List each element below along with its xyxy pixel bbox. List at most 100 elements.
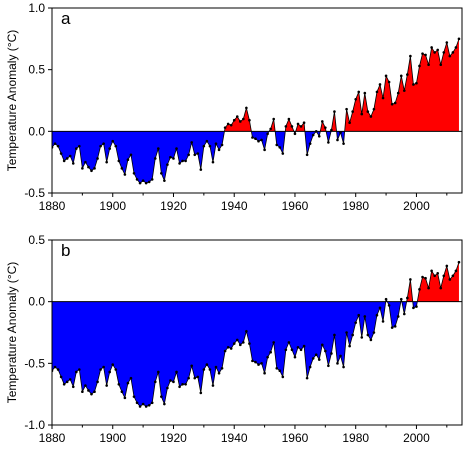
data-point: [138, 181, 142, 185]
data-point: [150, 178, 154, 181]
data-point: [108, 370, 111, 374]
data-point: [351, 333, 354, 337]
x-tick-label: 1880: [39, 199, 66, 213]
data-point: [427, 286, 430, 290]
data-point: [187, 376, 190, 380]
data-point: [111, 139, 115, 143]
x-tick-label: 2000: [403, 431, 430, 445]
data-point: [430, 46, 433, 49]
data-point: [172, 380, 175, 384]
data-point: [293, 355, 297, 359]
data-point: [229, 123, 233, 127]
data-point: [81, 390, 84, 394]
data-point: [184, 383, 187, 386]
x-tick-label: 1980: [342, 199, 369, 213]
data-point: [278, 146, 282, 149]
data-point: [363, 315, 367, 318]
data-point: [169, 379, 172, 382]
y-tick-label: -0.5: [24, 186, 45, 200]
data-point: [308, 365, 312, 369]
data-point: [448, 54, 452, 58]
data-point: [181, 383, 184, 386]
data-point: [311, 357, 315, 360]
data-point: [339, 354, 342, 358]
data-point: [393, 101, 397, 105]
data-point: [217, 371, 221, 375]
data-point: [242, 341, 245, 344]
data-point: [357, 313, 361, 317]
data-point: [166, 386, 169, 390]
data-point: [53, 142, 57, 145]
data-point: [339, 131, 342, 134]
data-point: [263, 148, 266, 152]
data-point: [387, 80, 391, 84]
data-point: [126, 381, 130, 385]
data-point: [409, 54, 412, 58]
data-point: [439, 63, 443, 67]
x-tick-label: 1920: [160, 431, 187, 445]
data-point: [372, 107, 376, 111]
data-point: [205, 139, 209, 143]
data-point: [144, 405, 148, 408]
data-point: [59, 375, 63, 379]
data-point: [190, 364, 193, 368]
data-point: [166, 163, 169, 166]
data-point: [68, 154, 72, 158]
data-point: [378, 83, 382, 86]
data-point: [321, 120, 324, 123]
plot-frame: [51, 239, 463, 426]
data-point: [138, 405, 142, 408]
data-point: [59, 152, 63, 155]
data-point: [56, 368, 60, 371]
data-point: [257, 139, 260, 143]
data-point: [442, 51, 446, 54]
data-point: [424, 53, 427, 57]
data-point: [454, 269, 458, 273]
data-point: [90, 392, 93, 396]
data-point: [71, 162, 75, 165]
data-point: [445, 41, 449, 44]
data-point: [354, 321, 358, 324]
data-point: [336, 138, 339, 142]
data-point: [226, 346, 230, 349]
data-point: [324, 349, 327, 353]
data-point: [71, 385, 75, 389]
data-point: [327, 141, 330, 144]
data-point: [433, 274, 436, 278]
data-point: [302, 121, 306, 124]
positive-anomaly-fill: [52, 38, 459, 132]
x-tick-label: 1920: [160, 199, 187, 213]
data-point: [81, 167, 84, 170]
data-point: [345, 331, 348, 334]
data-point: [396, 315, 400, 318]
data-point: [418, 288, 421, 291]
plot-area: [52, 37, 461, 185]
data-point: [433, 51, 436, 54]
data-point: [357, 90, 361, 94]
data-point: [360, 336, 364, 339]
data-point: [232, 342, 236, 345]
data-point: [390, 326, 394, 329]
data-point: [196, 375, 200, 379]
data-point: [311, 133, 315, 137]
data-point: [120, 167, 124, 170]
data-point: [342, 142, 345, 145]
panel-a: 1880 1900 1920 1940 1960 1980 2000 -0.5 0.0 0.5 1.…: [5, 1, 463, 213]
data-point: [254, 360, 257, 364]
data-point: [299, 125, 303, 128]
data-point: [387, 304, 391, 307]
data-point: [287, 117, 291, 121]
data-point: [366, 110, 370, 113]
data-point: [348, 344, 351, 348]
data-point: [184, 159, 187, 163]
data-point: [424, 276, 427, 280]
x-tick-label: 1960: [282, 199, 309, 213]
data-point: [406, 296, 409, 300]
data-point: [96, 380, 99, 384]
positive-anomaly-fill: [385, 262, 459, 302]
data-point: [305, 153, 309, 157]
data-point: [141, 179, 145, 182]
data-point: [396, 91, 400, 95]
data-point: [123, 173, 127, 176]
data-point: [147, 180, 151, 184]
